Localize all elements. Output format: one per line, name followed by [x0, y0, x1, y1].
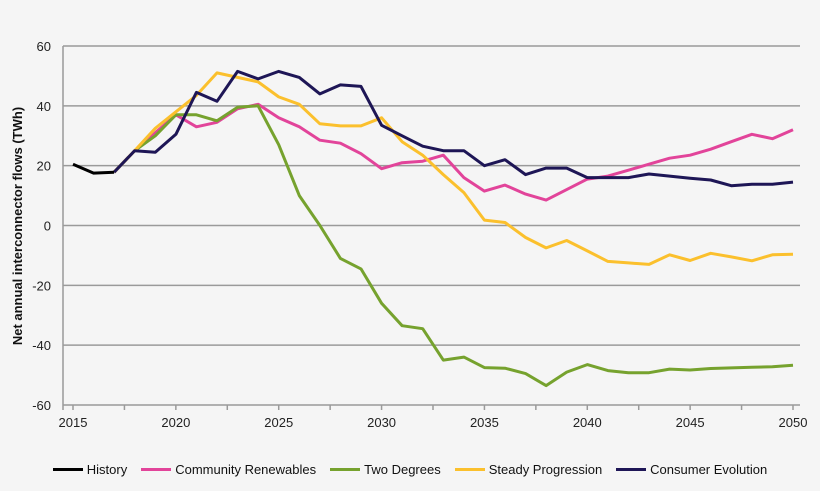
y-tick-label: 0: [44, 219, 51, 234]
x-tick-label: 2030: [367, 415, 396, 430]
y-tick-label: 20: [37, 159, 51, 174]
x-tick-label: 2035: [470, 415, 499, 430]
legend: History Community Renewables Two Degrees St…: [0, 462, 820, 477]
legend-label: Community Renewables: [175, 462, 317, 477]
legend-label: Consumer Evolution: [650, 462, 768, 477]
series-line-steady-progression: [113, 71, 794, 266]
legend-item: Consumer Evolution: [616, 462, 767, 477]
legend-swatch: [330, 468, 361, 471]
legend-label: Two Degrees: [364, 462, 441, 477]
x-tick-label: 2050: [779, 415, 808, 430]
legend-item: Community Renewables: [141, 462, 316, 477]
x-tick-label: 2040: [573, 415, 602, 430]
y-tick-label: -20: [32, 278, 51, 293]
series-line-history: [72, 162, 115, 175]
x-tick-label: 2020: [161, 415, 190, 430]
y-axis-label: Net annual interconnector flows (TWh): [10, 107, 25, 345]
x-tick-label: 2025: [264, 415, 293, 430]
series-line-two-degrees: [113, 104, 794, 388]
y-tick-label: -60: [32, 398, 51, 413]
series-line-consumer-evolution: [113, 69, 794, 188]
x-tick-label: 2015: [59, 415, 88, 430]
legend-item: Two Degrees: [330, 462, 441, 477]
legend-swatch: [52, 468, 83, 471]
legend-swatch: [141, 468, 172, 471]
legend-label: Steady Progression: [488, 462, 603, 477]
legend-label: History: [86, 462, 128, 477]
y-tick-label: 40: [37, 99, 51, 114]
x-tick-label: 2045: [676, 415, 705, 430]
legend-swatch: [454, 468, 485, 471]
legend-item: History: [52, 462, 128, 477]
y-tick-label: 60: [37, 39, 51, 54]
legend-swatch: [616, 468, 647, 471]
series-line-community-renewables: [113, 102, 794, 202]
legend-item: Steady Progression: [454, 462, 603, 477]
y-tick-label: -40: [32, 338, 51, 353]
